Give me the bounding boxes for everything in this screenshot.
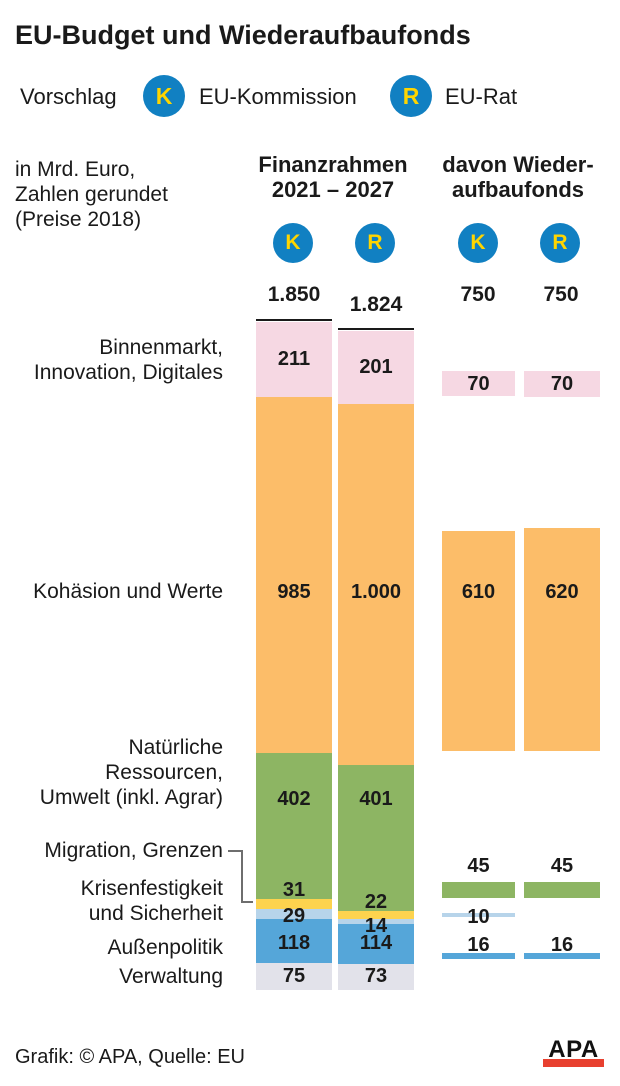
value-label: 114 — [359, 932, 393, 954]
value-label: 16 — [467, 934, 490, 956]
bar-finanzrahmen-rat: 201 1.000 401 22 14 114 73 — [338, 0, 414, 1086]
segment-natuerliche-ressourcen — [524, 882, 600, 898]
segment-natuerliche-ressourcen — [338, 765, 414, 911]
segment-binnenmarkt — [442, 371, 515, 396]
segment-kohaesion — [338, 404, 414, 765]
legend-kommission-label: EU-Kommission — [199, 84, 357, 109]
segment-migration — [338, 911, 414, 919]
value-label: 1.000 — [350, 581, 402, 603]
unit-note-line1: in Mrd. Euro, — [15, 158, 136, 181]
bar-finanzrahmen-kommission: 211 985 402 31 29 118 75 — [256, 0, 332, 1086]
category-label-migration: Migration, Grenzen — [44, 839, 223, 862]
segment-krisenfestigkeit — [338, 919, 414, 924]
category-label-kohaesion: Kohäsion und Werte — [33, 580, 223, 603]
value-label: 10 — [467, 906, 490, 928]
category-label-aussenpolitik: Außenpolitik — [107, 936, 223, 959]
apa-logo-text: APA — [548, 1036, 599, 1063]
value-label: 620 — [545, 581, 579, 603]
total-k-main: 1.850 — [267, 283, 321, 306]
value-label: 75 — [282, 965, 306, 987]
column-k-main-icon: K — [273, 223, 313, 263]
value-label: 22 — [364, 891, 388, 913]
segment-aussenpolitik — [338, 924, 414, 964]
segment-kohaesion — [256, 397, 332, 753]
segment-binnenmarkt — [256, 322, 332, 397]
unit-note-line3: (Preise 2018) — [15, 208, 142, 231]
segment-binnenmarkt — [338, 331, 414, 404]
category-label-krisenfestigkeit-line1: Krisenfestigkeit — [80, 877, 223, 900]
group-header-finanzrahmen-line1: Finanzrahmen — [258, 152, 408, 177]
column-r-fund-icon: R — [540, 223, 580, 263]
column-k-fund-icon: K — [458, 223, 498, 263]
segment-binnenmarkt — [524, 371, 600, 397]
bar-top-marker — [256, 319, 332, 321]
column-r-main-icon: R — [355, 223, 395, 263]
segment-aussenpolitik — [256, 919, 332, 963]
value-label: 610 — [461, 581, 496, 603]
group-header-wiederaufbaufonds-line1: davon Wieder- — [442, 152, 594, 177]
legend-rat-icon: R — [390, 75, 432, 117]
value-label: 29 — [282, 905, 306, 927]
value-label: 985 — [277, 581, 311, 603]
segment-kohaesion — [524, 528, 600, 751]
group-header-finanzrahmen-line2: 2021 – 2027 — [271, 177, 395, 202]
category-label-krisenfestigkeit-line2: und Sicherheit — [88, 902, 223, 925]
migration-bracket-vertical-line — [241, 850, 243, 903]
value-label: 14 — [364, 915, 388, 937]
category-label-natuerliche-line1: Natürliche — [128, 736, 223, 759]
unit-note-line2: Zahlen gerundet — [15, 183, 168, 206]
value-label: 201 — [359, 356, 393, 378]
apa-logo: APA — [543, 1038, 604, 1068]
source-credit: Grafik: © APA, Quelle: EU — [15, 1046, 245, 1068]
total-k-fund: 750 — [460, 283, 496, 306]
segment-natuerliche-ressourcen — [442, 882, 515, 898]
legend-rat-label: EU-Rat — [445, 84, 518, 109]
total-r-fund: 750 — [543, 283, 579, 306]
value-label: 401 — [359, 788, 393, 810]
category-label-binnenmarkt-line1: Binnenmarkt, — [99, 336, 223, 359]
category-label-natuerliche-line2: Ressourcen, — [105, 761, 223, 784]
category-label-binnenmarkt-line2: Innovation, Digitales — [33, 361, 223, 384]
page-title: EU-Budget und Wiederaufbaufonds — [15, 20, 471, 50]
bar-wiederaufbaufonds-kommission: 70 610 45 10 16 — [442, 0, 515, 1086]
value-label: 73 — [364, 965, 388, 987]
migration-bracket-tick — [241, 901, 253, 903]
group-header-wiederaufbaufonds-line2: aufbaufonds — [452, 177, 584, 202]
apa-logo-red-bar — [543, 1059, 604, 1067]
value-label: 211 — [277, 348, 311, 370]
bar-top-marker — [338, 328, 414, 330]
segment-verwaltung — [256, 963, 332, 990]
legend-kommission-icon: K — [143, 75, 185, 117]
value-label: 16 — [550, 934, 574, 956]
segment-krisenfestigkeit — [256, 909, 332, 919]
migration-bracket-top-line — [228, 850, 243, 852]
value-label: 31 — [282, 879, 306, 901]
value-label: 70 — [550, 373, 574, 395]
total-r-main: 1.824 — [349, 293, 403, 316]
legend-prefix-label: Vorschlag — [20, 84, 117, 109]
category-label-verwaltung: Verwaltung — [119, 965, 223, 988]
segment-kohaesion — [442, 531, 515, 751]
bar-wiederaufbaufonds-rat: 70 620 45 16 — [524, 0, 600, 1086]
value-label: 118 — [277, 932, 311, 954]
value-label: 70 — [467, 373, 490, 395]
segment-krisenfestigkeit — [442, 913, 515, 917]
segment-migration — [256, 899, 332, 909]
value-label: 45 — [550, 855, 574, 877]
segment-natuerliche-ressourcen — [256, 753, 332, 899]
value-label: 45 — [467, 855, 490, 877]
segment-verwaltung — [338, 964, 414, 990]
segment-aussenpolitik — [442, 953, 515, 959]
category-label-natuerliche-line3: Umwelt (inkl. Agrar) — [39, 786, 223, 809]
segment-aussenpolitik — [524, 953, 600, 959]
value-label: 402 — [277, 788, 311, 810]
